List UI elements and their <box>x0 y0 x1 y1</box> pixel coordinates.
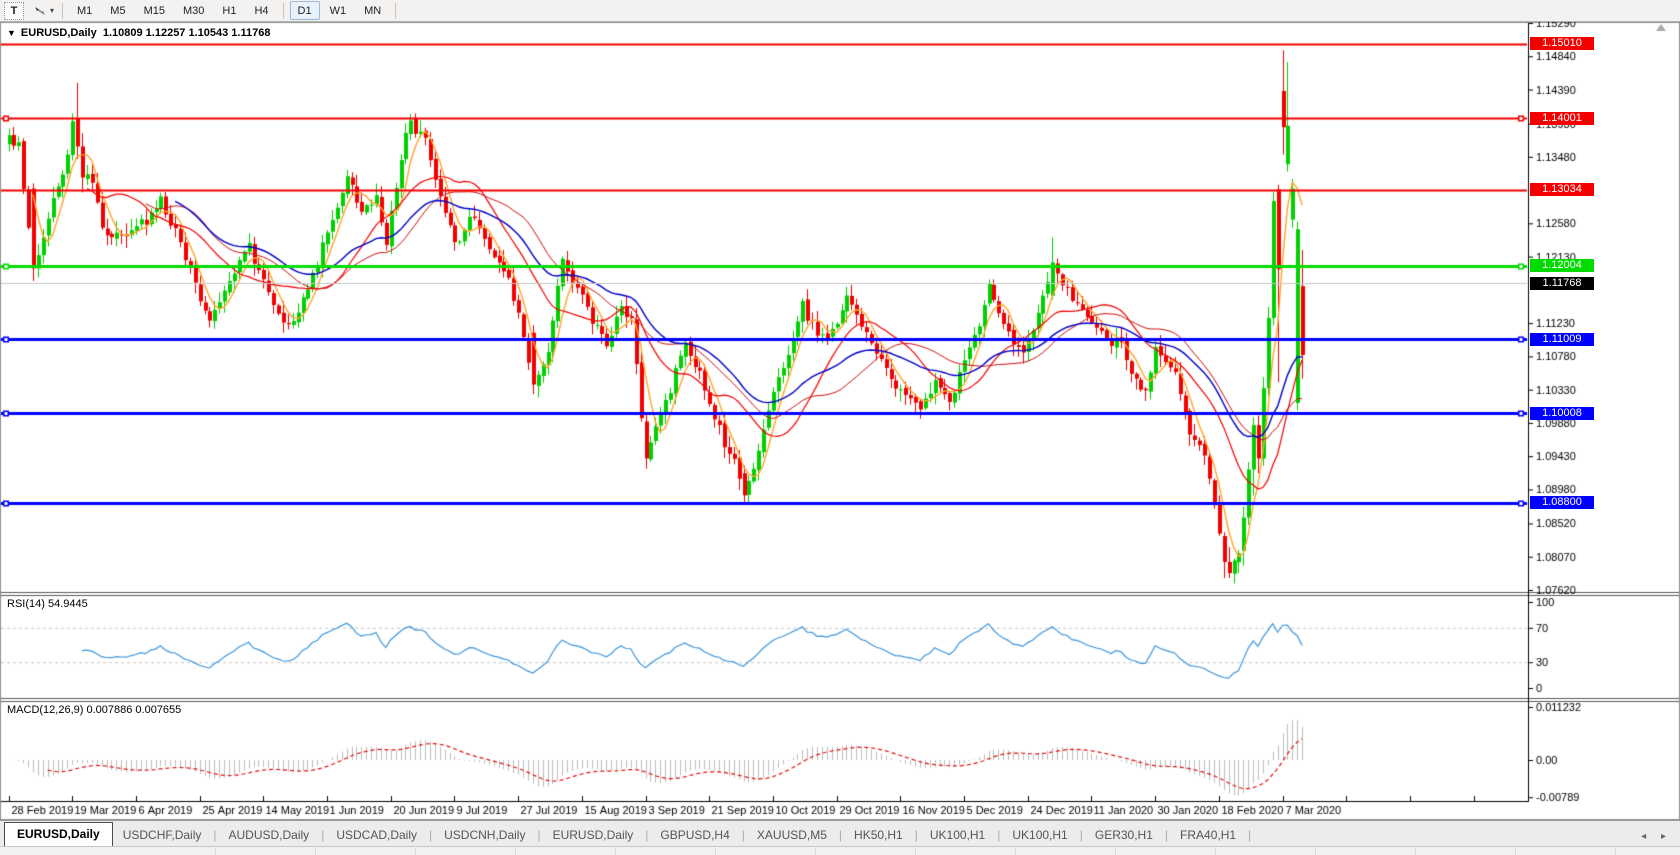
timeframe-button-m30[interactable]: M30 <box>182 4 205 17</box>
timeframe-button-d1[interactable]: D1 <box>289 1 320 20</box>
tab-xauusd-m5[interactable]: XAUUSD,M5 <box>756 828 827 842</box>
timeframe-button-m5[interactable]: M5 <box>110 4 126 17</box>
tab-separator: | <box>1164 828 1169 842</box>
price-level-label-1.15010: 1.15010 <box>1530 37 1594 51</box>
price-level-label-1.10008: 1.10008 <box>1530 406 1594 420</box>
tab-separator: | <box>1248 828 1252 842</box>
strip-divider <box>915 848 916 855</box>
toolbar-separator <box>62 2 64 19</box>
tab-separator: | <box>1079 828 1083 842</box>
tab-eurusd-daily[interactable]: EURUSD,Daily <box>4 822 113 847</box>
strip-divider <box>1415 848 1416 855</box>
top-toolbar: T ▾ M1 M5 M15 M30 H1 H4 D1 W1 MN <box>0 0 1680 22</box>
toolbar-separator <box>395 2 397 19</box>
price-level-label-1.13034: 1.13034 <box>1530 183 1594 197</box>
tab-separator: | <box>537 828 541 842</box>
timeframe-button-m15[interactable]: M15 <box>143 4 165 17</box>
tab-separator: | <box>213 828 217 842</box>
timeframe-button-w1[interactable]: W1 <box>329 4 347 17</box>
toolbar-separator <box>282 2 284 19</box>
tab-uk100-h1[interactable]: UK100,H1 <box>1012 828 1068 842</box>
tab-separator: | <box>645 828 649 842</box>
timeframe-button-h4[interactable]: H4 <box>254 4 269 17</box>
strip-divider <box>1215 848 1216 855</box>
tab-separator: | <box>838 828 843 842</box>
tab-hk50-h1[interactable]: HK50,H1 <box>854 828 903 842</box>
tab-separator: | <box>914 828 918 842</box>
tab-separator: | <box>741 828 745 842</box>
tab-eurusd-daily[interactable]: EURUSD,Daily <box>552 828 634 842</box>
tab-scroll-arrows[interactable]: ◂ ▸ <box>1641 831 1672 842</box>
chart-dropdown-icon[interactable]: ▼ <box>7 28 16 38</box>
chart-window: ▼ EURUSD,Daily 1.10809 1.12257 1.10543 1.… <box>0 22 1680 820</box>
cursor-mode-button[interactable]: ▾ <box>30 2 57 19</box>
price-level-label-1.12004: 1.12004 <box>1530 259 1594 273</box>
chart-canvas[interactable] <box>0 22 1680 820</box>
tab-usdcnh-daily[interactable]: USDCNH,Daily <box>444 828 526 842</box>
tab-usdcad-daily[interactable]: USDCAD,Daily <box>336 828 417 842</box>
strip-divider <box>1515 848 1516 855</box>
strip-divider <box>1315 848 1316 855</box>
strip-divider <box>1015 848 1016 855</box>
tab-separator: | <box>429 828 433 842</box>
chart-header: ▼ EURUSD,Daily 1.10809 1.12257 1.10543 1.… <box>7 27 270 39</box>
symbol-tab-bar: EURUSD,Daily USDCHF,Daily | AUDUSD,Daily | US… <box>0 820 1680 847</box>
current-price-label: 1.11768 <box>1530 276 1594 290</box>
price-level-label-1.14001: 1.14001 <box>1530 111 1594 125</box>
price-level-label-1.11009: 1.11009 <box>1530 332 1594 346</box>
strip-divider <box>415 848 416 855</box>
strip-divider <box>515 848 516 855</box>
strip-divider <box>1615 848 1616 855</box>
cursor-mode-icon <box>35 6 45 15</box>
tab-separator: | <box>997 828 1001 842</box>
macd-indicator-label: MACD(12,26,9) 0.007886 0.007655 <box>7 704 182 716</box>
chevron-down-icon: ▾ <box>50 6 55 15</box>
timeframe-button-h1[interactable]: H1 <box>222 4 237 17</box>
text-tool-button[interactable]: T <box>4 1 24 20</box>
strip-divider <box>615 848 616 855</box>
timeframe-button-m1[interactable]: M1 <box>77 4 93 17</box>
strip-divider <box>315 848 316 855</box>
strip-divider <box>815 848 816 855</box>
rsi-indicator-label: RSI(14) 54.9445 <box>7 598 88 610</box>
chart-ohlc-values: 1.10809 1.12257 1.10543 1.11768 <box>102 27 271 39</box>
strip-divider <box>715 848 716 855</box>
tab-audusd-daily[interactable]: AUDUSD,Daily <box>228 828 310 842</box>
tab-uk100-h1[interactable]: UK100,H1 <box>929 828 986 842</box>
tab-usdchf-daily[interactable]: USDCHF,Daily <box>122 828 202 842</box>
tab-separator: | <box>321 828 325 842</box>
tab-ger30-h1[interactable]: GER30,H1 <box>1094 828 1153 842</box>
tab-gbpusd-h4[interactable]: GBPUSD,H4 <box>660 828 730 842</box>
price-level-label-1.08800: 1.08800 <box>1530 496 1594 510</box>
strip-divider <box>215 848 216 855</box>
tab-fra40-h1[interactable]: FRA40,H1 <box>1180 828 1237 842</box>
timeframe-button-mn[interactable]: MN <box>364 4 382 17</box>
terminal-strip <box>0 846 1680 855</box>
chart-symbol-label: EURUSD,Daily <box>20 27 97 39</box>
strip-divider <box>1115 848 1116 855</box>
timeframe-button-group: M1 M5 M15 M30 H1 H4 D1 W1 MN <box>68 1 401 20</box>
